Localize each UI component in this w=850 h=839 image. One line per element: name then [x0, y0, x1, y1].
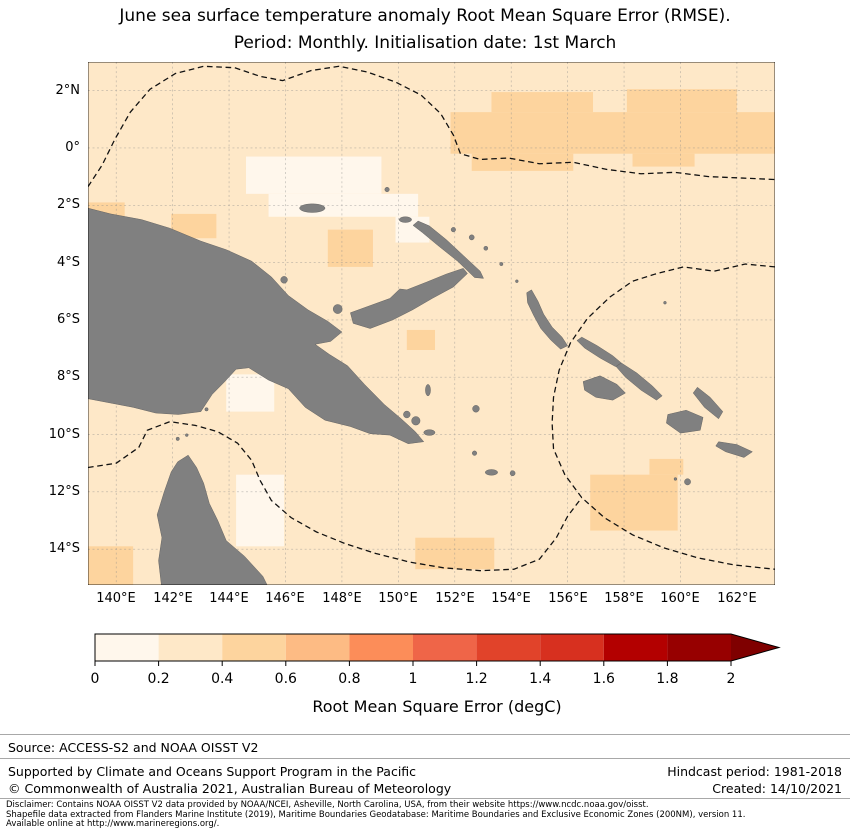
y-tick-0: 0° [65, 140, 80, 155]
divider-middle [0, 758, 850, 759]
colorbar-segments [95, 634, 731, 661]
disclaimer-line-1: Disclaimer: Contains NOAA OISST V2 data … [6, 800, 649, 810]
land-solomon-islands [576, 336, 753, 458]
svg-text:0.2: 0.2 [147, 671, 169, 687]
colorbar: 0 0.2 0.4 0.6 0.8 1 1.2 1.4 1.6 1.8 2 Ro… [91, 633, 781, 716]
eez-boundary-lines [88, 65, 775, 572]
y-tick-8s: 8°S [56, 369, 80, 384]
svg-text:0.4: 0.4 [211, 671, 233, 687]
colorbar-extend-arrow [731, 634, 779, 661]
land-new-ireland [412, 220, 484, 279]
copyright-text: © Commonwealth of Australia 2021, Austra… [8, 781, 452, 796]
x-tick-160e: 160°E [660, 591, 700, 606]
disclaimer-line-2: Shapefile data extracted from Flanders M… [6, 809, 746, 820]
x-tick-156e: 156°E [548, 591, 588, 606]
svg-text:1.2: 1.2 [465, 671, 487, 687]
x-tick-152e: 152°E [435, 591, 475, 606]
y-tick-2s: 2°S [56, 197, 80, 212]
x-tick-158e: 158°E [604, 591, 644, 606]
divider-bottom [0, 798, 850, 799]
svg-text:0.6: 0.6 [275, 671, 297, 687]
x-tick-154e: 154°E [491, 591, 531, 606]
x-tick-140e: 140°E [96, 591, 136, 606]
map-canvas [88, 62, 775, 585]
svg-text:2: 2 [727, 671, 736, 687]
rmse-mid-patches [88, 89, 775, 585]
y-tick-10s: 10°S [48, 427, 80, 442]
svg-text:1.8: 1.8 [656, 671, 678, 687]
title-line-1: June sea surface temperature anomaly Roo… [119, 6, 731, 26]
svg-text:0.8: 0.8 [338, 671, 360, 687]
source-text: Source: ACCESS-S2 and NOAA OISST V2 [8, 740, 259, 755]
y-tick-4s: 4°S [56, 255, 80, 270]
x-tick-144e: 144°E [209, 591, 249, 606]
x-tick-148e: 148°E [322, 591, 362, 606]
svg-text:1.6: 1.6 [593, 671, 615, 687]
svg-text:0: 0 [91, 671, 100, 687]
land-bougainville [526, 289, 568, 350]
x-tick-162e: 162°E [717, 591, 757, 606]
land-shapes [88, 187, 753, 585]
x-tick-142e: 142°E [153, 591, 193, 606]
rmse-low-patches [226, 156, 430, 547]
svg-text:1.4: 1.4 [529, 671, 551, 687]
figure-title: June sea surface temperature anomaly Roo… [0, 3, 850, 57]
y-tick-12s: 12°S [48, 484, 80, 499]
disclaimer-line-3: Available online at http://www.marinereg… [6, 819, 220, 830]
title-line-2: Period: Monthly. Initialisation date: 1s… [233, 33, 617, 53]
x-tick-146e: 146°E [265, 591, 305, 606]
land-small-islands [175, 187, 691, 486]
supported-text: Supported by Climate and Oceans Support … [8, 764, 417, 779]
colorbar-outline [94, 633, 781, 662]
y-tick-2n: 2°N [55, 83, 81, 98]
land-cape-york-australia [156, 454, 268, 585]
disclaimer-block: Disclaimer: Contains NOAA OISST V2 data … [6, 800, 846, 830]
colorbar-tick-labels: 0 0.2 0.4 0.6 0.8 1 1.2 1.4 1.6 1.8 2 [91, 671, 736, 687]
y-tick-6s: 6°S [56, 312, 80, 327]
y-tick-14s: 14°S [48, 541, 80, 556]
x-tick-150e: 150°E [378, 591, 418, 606]
colorbar-tick-marks [94, 661, 732, 666]
colorbar-label: Root Mean Square Error (degC) [312, 697, 561, 716]
hindcast-period-text: Hindcast period: 1981-2018 [667, 764, 842, 779]
divider-top [0, 734, 850, 735]
land-new-britain [350, 268, 468, 329]
land-new-guinea [88, 207, 425, 444]
svg-text:1: 1 [409, 671, 418, 687]
created-date-text: Created: 14/10/2021 [712, 781, 842, 796]
